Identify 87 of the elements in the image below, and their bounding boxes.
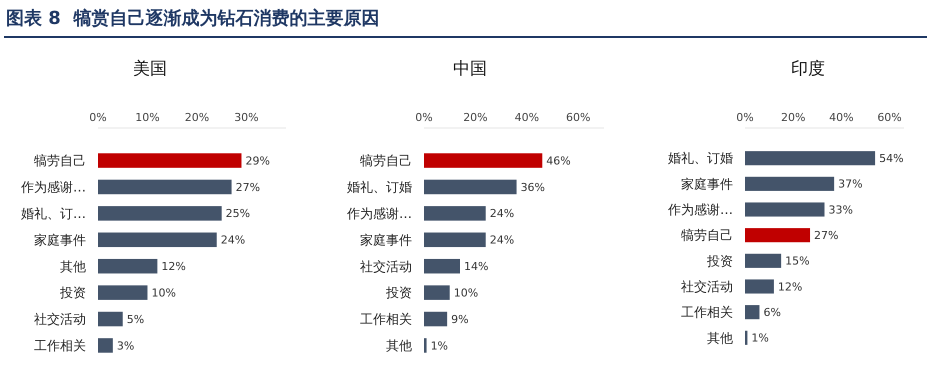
data-label: 36%: [520, 180, 546, 194]
bar: [424, 180, 517, 194]
y-tick-label: 作为感谢…: [20, 180, 86, 196]
bar: [98, 206, 222, 221]
bar: [745, 279, 774, 294]
data-label: 1%: [430, 339, 448, 352]
chart-title: 美国: [133, 59, 167, 79]
x-tick-label: 60%: [566, 111, 591, 124]
data-label: 12%: [161, 260, 186, 274]
data-label: 37%: [838, 178, 863, 191]
y-tick-label: 社交活动: [360, 258, 412, 275]
bar: [745, 228, 810, 242]
y-tick-label: 工作相关: [34, 339, 86, 354]
bar: [98, 312, 123, 326]
y-tick-label: 工作相关: [681, 306, 733, 321]
x-tick-label: 20%: [780, 111, 806, 124]
x-tick-label: 40%: [829, 111, 854, 124]
y-tick-label: 投资: [59, 286, 86, 302]
data-label: 33%: [828, 203, 853, 216]
data-label: 29%: [245, 154, 270, 168]
y-tick-label: 犒劳自己: [681, 228, 733, 244]
data-label: 25%: [226, 207, 250, 220]
data-label: 10%: [454, 286, 478, 300]
data-label: 3%: [116, 339, 134, 352]
y-tick-label: 婚礼、订婚: [347, 180, 412, 196]
bar: [98, 153, 242, 168]
y-tick-label: 社交活动: [681, 279, 733, 296]
bar: [745, 305, 760, 320]
text: 图表 8 犒赏自己逐渐成为钻石消费的主要原因: [6, 8, 380, 29]
y-tick-label: 其他: [386, 339, 412, 354]
data-label: 15%: [785, 254, 810, 268]
bar: [98, 258, 158, 274]
bar: [98, 285, 148, 300]
bar: [745, 202, 824, 217]
data-label: 24%: [490, 207, 514, 220]
x-tick-label: 0%: [89, 111, 107, 124]
chart-title: 中国: [453, 59, 487, 79]
y-tick-label: 家庭事件: [360, 232, 412, 248]
data-label: 54%: [879, 152, 904, 166]
x-tick-label: 10%: [135, 111, 160, 124]
y-tick-label: 婚礼、订…: [21, 206, 86, 222]
data-label: 5%: [126, 312, 144, 326]
x-tick-label: 40%: [514, 111, 540, 124]
data-label: 24%: [220, 234, 246, 247]
y-tick-label: 工作相关: [360, 312, 412, 328]
y-tick-label: 犒劳自己: [360, 154, 412, 170]
data-label: 27%: [236, 180, 260, 194]
y-tick-label: 犒劳自己: [34, 154, 86, 170]
y-tick-label: 其他: [60, 260, 86, 275]
data-label: 10%: [151, 286, 176, 300]
bar: [424, 285, 450, 300]
bar: [424, 338, 427, 353]
y-tick-label: 作为感谢…: [667, 203, 733, 218]
data-label: 6%: [763, 306, 781, 319]
x-tick-label: 60%: [877, 111, 902, 124]
data-label: 14%: [464, 260, 488, 274]
bar: [424, 153, 542, 168]
data-label: 46%: [546, 154, 571, 168]
x-tick-label: 20%: [463, 111, 488, 124]
y-tick-label: 投资: [706, 254, 733, 270]
data-label: 12%: [778, 280, 802, 294]
y-tick-label: 家庭事件: [34, 232, 86, 248]
chart-title: 印度: [791, 59, 825, 79]
x-tick-label: 30%: [234, 111, 259, 124]
data-label: 27%: [814, 229, 838, 242]
bar: [745, 151, 876, 166]
data-label: 24%: [490, 234, 514, 247]
y-tick-label: 家庭事件: [681, 176, 733, 192]
data-label: 1%: [751, 332, 769, 345]
bar: [98, 338, 113, 353]
x-tick-label: 0%: [736, 111, 754, 124]
y-tick-label: 作为感谢…: [346, 206, 412, 222]
bar: [745, 176, 834, 191]
y-tick-label: 投资: [385, 286, 412, 302]
y-tick-label: 其他: [707, 331, 733, 346]
bar: [424, 312, 448, 326]
x-tick-label: 0%: [415, 111, 433, 124]
x-tick-label: 20%: [184, 111, 210, 124]
bar: [98, 180, 232, 194]
y-tick-label: 婚礼、订婚: [668, 152, 733, 167]
bar: [424, 258, 460, 274]
data-label: 9%: [451, 312, 469, 326]
bar: [98, 232, 217, 248]
bar: [424, 232, 486, 248]
y-tick-label: 社交活动: [34, 312, 86, 328]
bar: [745, 254, 782, 268]
bar: [424, 206, 486, 221]
